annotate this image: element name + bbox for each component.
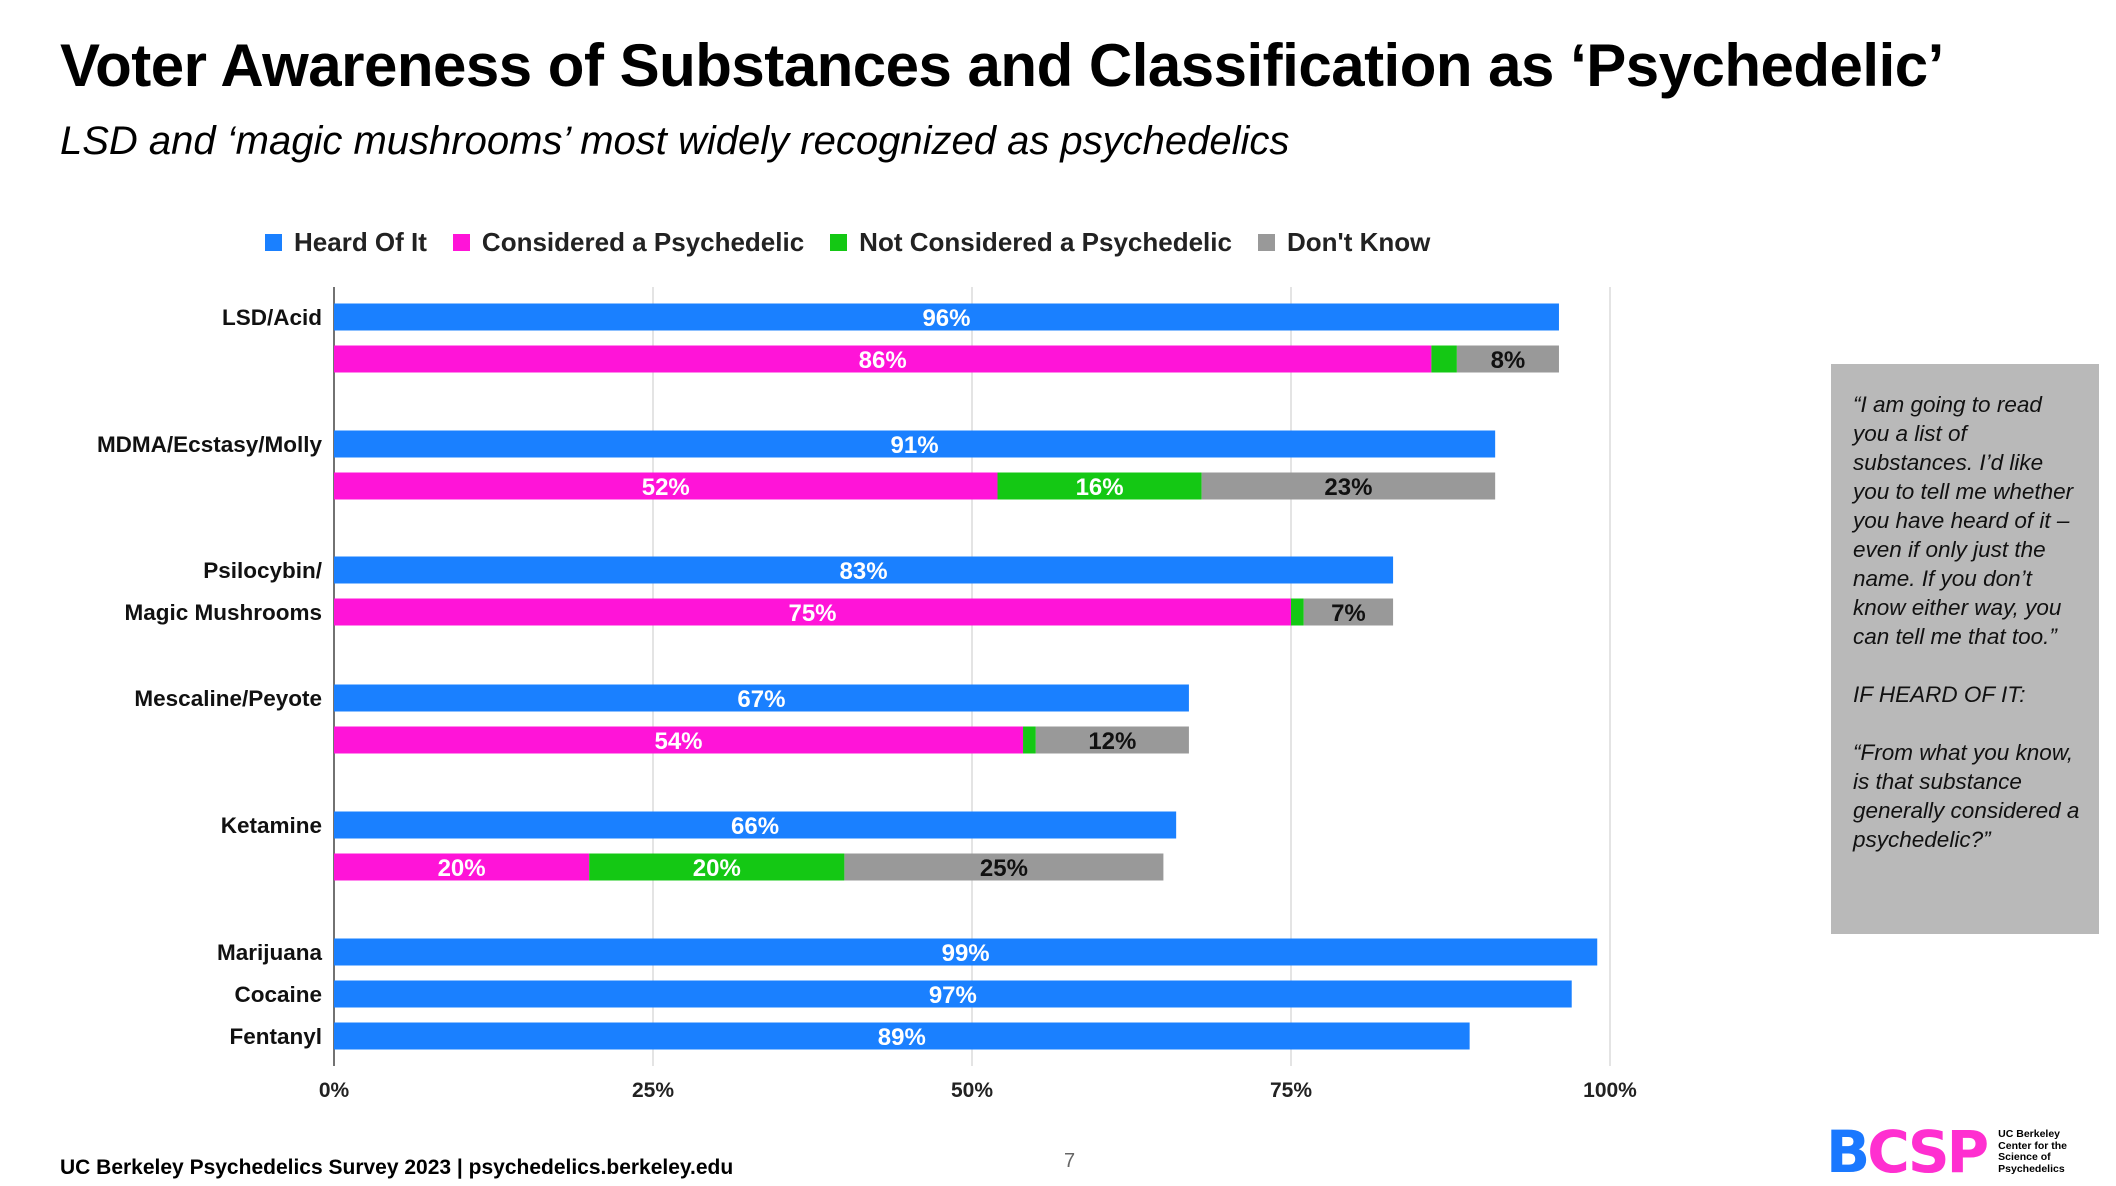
logo-mark-initial: B (1826, 1118, 1870, 1186)
bar-heard (334, 1022, 1470, 1050)
bar-heard (334, 430, 1496, 458)
bar-heard (334, 811, 1177, 839)
bar-dont-know (1035, 726, 1189, 754)
x-tick-label: 100% (1583, 1079, 1637, 1102)
x-tick-label: 75% (1270, 1079, 1312, 1102)
legend-item-heard: Heard Of It (265, 227, 427, 258)
row-label: Marijuana (217, 940, 323, 965)
bar-label-considered: 52% (642, 474, 690, 501)
bar-considered (334, 853, 590, 881)
page-number: 7 (1064, 1150, 1076, 1172)
bar-considered (334, 726, 1024, 754)
bar-label-considered: 54% (654, 728, 702, 755)
legend-item-not-considered: Not Considered a Psychedelic (830, 227, 1232, 258)
x-tick-label: 0% (319, 1079, 350, 1102)
bar-heard (334, 684, 1189, 712)
bar-heard (334, 938, 1598, 966)
legend-swatch-dont-know (1257, 233, 1275, 251)
note-followup: “From what you know, is that substance g… (1853, 740, 2080, 852)
note-question: “I am going to read you a list of substa… (1853, 392, 2074, 649)
bar-label-dont-know: 7% (1331, 600, 1366, 627)
logo-text: UC Berkeley Center for the Science of Ps… (1998, 1128, 2067, 1175)
bar-label-not-considered: 20% (693, 855, 741, 882)
bcsp-logo: BCSP UC Berkeley Center for the Science … (1826, 1122, 2088, 1182)
bar-label-not-considered: 16% (1076, 474, 1124, 501)
bar-dont-know (1456, 345, 1559, 373)
bar-not-considered (1023, 726, 1036, 754)
logo-mark-rest: CSP (1867, 1118, 1989, 1186)
bar-label-heard: 91% (891, 432, 939, 459)
bar-heard (334, 980, 1572, 1008)
legend-swatch-not-considered (830, 233, 848, 251)
bar-heard (334, 556, 1394, 584)
legend-item-considered: Considered a Psychedelic (452, 226, 805, 258)
bar-label-considered: 75% (788, 600, 836, 627)
bar-label-heard: 89% (878, 1024, 926, 1051)
bar-dont-know (844, 853, 1164, 881)
bar-label-heard: 83% (840, 558, 888, 585)
bar-label-heard: 99% (942, 940, 990, 967)
bar-dont-know (1303, 598, 1394, 626)
bar-label-dont-know: 25% (980, 855, 1028, 882)
row-label: MDMA/Ecstasy/Molly (97, 432, 323, 457)
row-label: Ketamine (221, 813, 322, 838)
bar-label-heard: 67% (737, 686, 785, 713)
bar-label-dont-know: 23% (1324, 474, 1372, 501)
note-condition: IF HEARD OF IT: (1853, 682, 2026, 707)
row-label: Psilocybin/ (203, 558, 323, 583)
bar-not-considered (1431, 345, 1457, 373)
bar-label-considered: 86% (859, 347, 907, 374)
bar-label-dont-know: 12% (1088, 728, 1136, 755)
logo-mark: BCSP (1826, 1122, 1989, 1182)
x-tick-label: 50% (951, 1079, 993, 1102)
legend-label-considered: Considered a Psychedelic (481, 226, 805, 257)
row-label: LSD/Acid (222, 305, 322, 330)
bar-not-considered (589, 853, 845, 881)
bar-not-considered (997, 472, 1202, 500)
row-label: Cocaine (234, 982, 322, 1007)
row-label: Mescaline/Peyote (134, 686, 322, 711)
legend-label-heard: Heard Of It (294, 226, 427, 257)
bar-label-heard: 96% (922, 305, 970, 332)
bar-label-heard: 66% (731, 813, 779, 840)
bar-considered (334, 598, 1291, 626)
row-label: Magic Mushrooms (124, 600, 322, 625)
bar-heard (334, 303, 1559, 331)
bar-not-considered (1291, 598, 1304, 626)
bar-label-dont-know: 8% (1491, 347, 1526, 374)
legend-swatch-considered (452, 233, 470, 251)
bar-chart: 0% 25% 50% 75% 100% LSD/Acid 96% 86% 8% MDMA/Ecst… (97, 287, 1637, 1102)
bar-dont-know (1201, 472, 1496, 500)
page-title: Voter Awareness of Substances and Classi… (60, 32, 1944, 99)
legend-label-dont-know: Don't Know (1286, 226, 1431, 257)
x-tick-label: 25% (632, 1079, 674, 1102)
footer-source: UC Berkeley Psychedelics Survey 2023 | p… (60, 1156, 734, 1179)
bar-considered (334, 345, 1432, 373)
row-label: Fentanyl (229, 1024, 322, 1049)
legend-swatch-heard (265, 233, 282, 251)
bar-considered (334, 472, 998, 500)
legend-item-dont-know: Don't Know (1257, 226, 1431, 258)
page-subtitle: LSD and ‘magic mushrooms’ most widely re… (60, 119, 1290, 163)
question-note: “I am going to read you a list of substa… (1831, 364, 2099, 934)
legend-label-not-considered: Not Considered a Psychedelic (859, 226, 1232, 257)
chart-legend: Heard Of It Considered a Psychedelic Not… (265, 222, 1430, 262)
bar-label-considered: 20% (438, 855, 486, 882)
bar-label-heard: 97% (929, 982, 977, 1009)
